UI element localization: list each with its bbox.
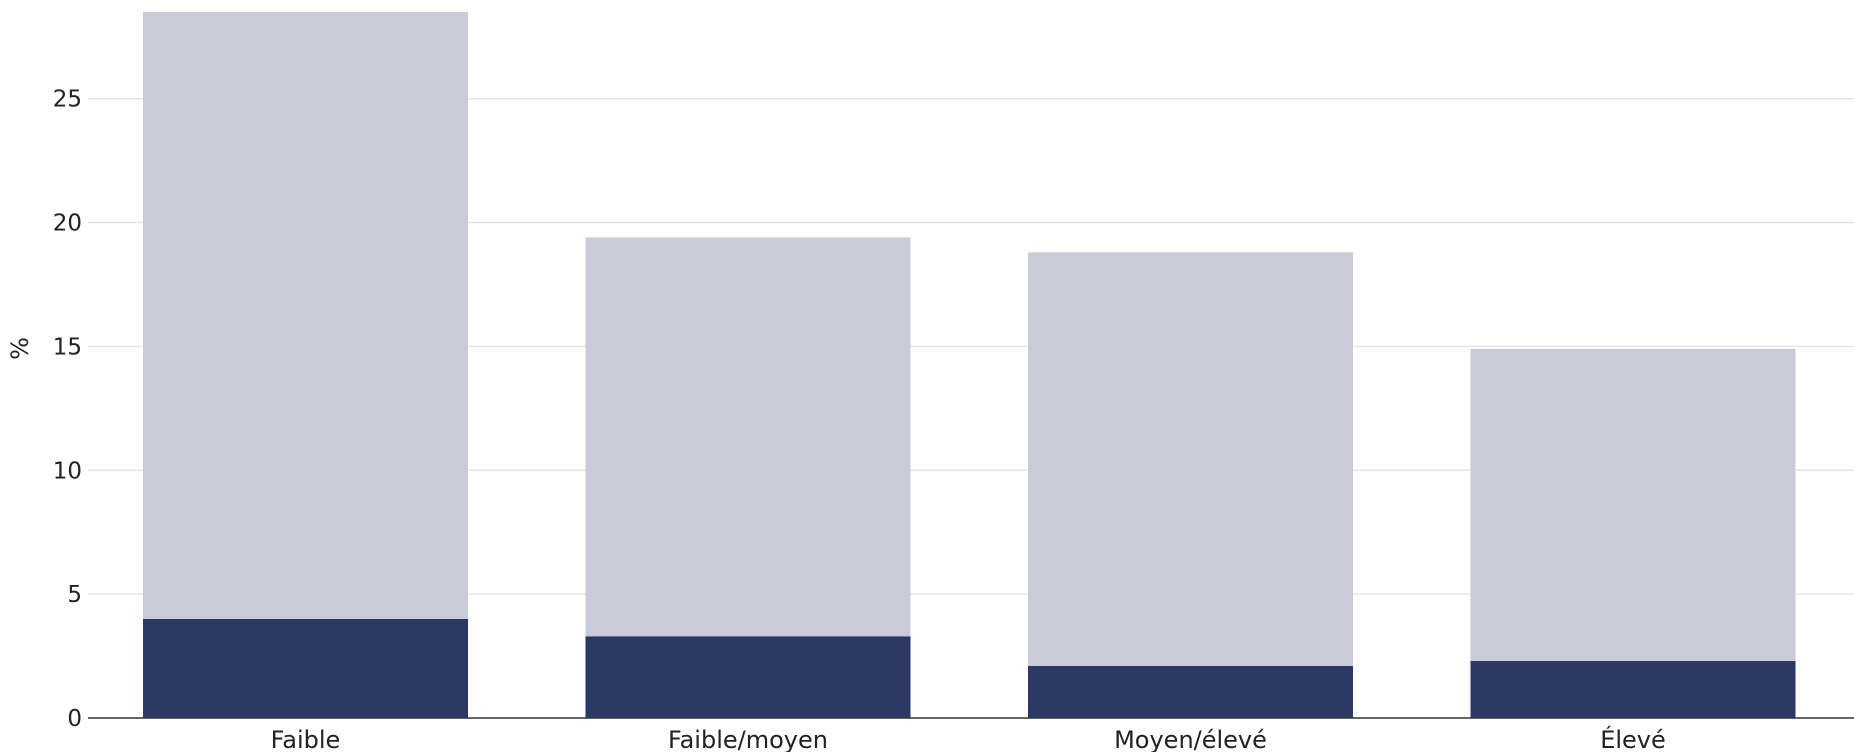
bar-segment-lower	[1028, 665, 1353, 718]
bars	[143, 12, 1796, 718]
x-category-label: Élevé	[1600, 725, 1666, 752]
y-axis-ticks: 0 5 10 15 20 25	[53, 87, 82, 732]
bar-segment-upper	[1470, 348, 1796, 662]
x-category-label: Faible	[271, 726, 341, 752]
y-tick-label: 10	[53, 458, 82, 484]
y-tick-label: 0	[67, 706, 82, 732]
x-axis-labels: Faible Faible/moyen Moyen/élevé Élevé	[271, 725, 1666, 752]
bar-segment-lower	[1470, 661, 1796, 718]
y-axis-title: %	[6, 337, 34, 360]
bar-segment-upper	[143, 12, 468, 619]
x-category-label: Faible/moyen	[668, 726, 828, 752]
y-tick-label: 25	[53, 87, 82, 113]
bar-segment-upper	[585, 237, 911, 637]
bar-segment-lower	[585, 636, 911, 718]
y-tick-label: 15	[53, 334, 82, 360]
bar-segment-upper	[1028, 252, 1353, 666]
y-tick-label: 5	[67, 582, 82, 608]
x-category-label: Moyen/élevé	[1114, 726, 1267, 752]
y-tick-label: 20	[53, 211, 82, 237]
bar-segment-lower	[143, 618, 468, 718]
